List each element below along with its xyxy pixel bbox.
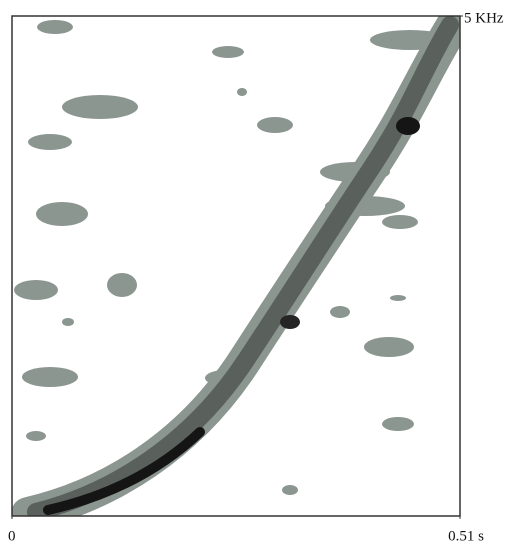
trace-core bbox=[396, 117, 420, 135]
x-tick-label: 0.51 s bbox=[448, 528, 484, 544]
y-tick-label: 5 KHz bbox=[464, 10, 504, 26]
noise-blobs bbox=[14, 20, 450, 495]
trace-middle bbox=[27, 16, 459, 516]
plot-frame bbox=[11, 15, 461, 517]
x-tick-label: 0 bbox=[8, 528, 16, 544]
trace-core bbox=[280, 315, 300, 329]
trace-gap bbox=[310, 305, 330, 311]
spectrogram bbox=[12, 16, 460, 516]
trace-core bbox=[43, 427, 205, 515]
